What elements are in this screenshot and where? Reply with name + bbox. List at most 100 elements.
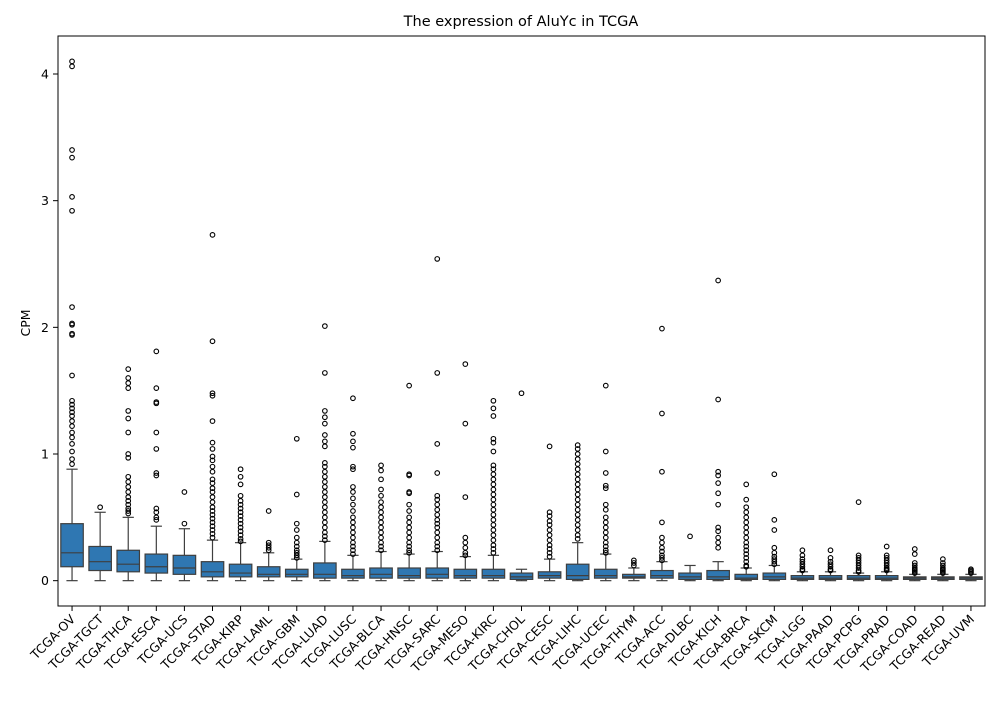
outlier-point: [125, 366, 132, 372]
outlier-point: [462, 552, 469, 559]
outlier-point: [434, 256, 441, 262]
outlier-point: [378, 467, 384, 474]
outlier-point: [968, 570, 974, 576]
outlier-point: [209, 508, 216, 514]
outlier-point: [659, 325, 665, 332]
outlier-point: [771, 527, 778, 533]
outlier-point: [69, 194, 75, 200]
outlier-point: [771, 544, 778, 551]
box-tcga-lusc: [341, 395, 365, 582]
outlier-point: [490, 501, 497, 508]
outlier-point: [322, 420, 328, 427]
box-tcga-hnsc: [397, 382, 421, 582]
outlier-point: [293, 539, 300, 546]
outlier-point: [490, 491, 497, 498]
outlier-point: [209, 418, 216, 424]
outlier-point: [209, 494, 216, 500]
y-tick-label: 2: [41, 320, 49, 335]
outlier-point: [715, 528, 721, 535]
outlier-point: [546, 527, 553, 533]
outlier-point: [350, 529, 356, 536]
outlier-point: [350, 466, 356, 473]
outlier-point: [743, 539, 750, 546]
outlier-point: [490, 537, 497, 543]
outlier-point: [855, 565, 862, 571]
outlier-point: [378, 514, 384, 521]
outlier-point: [406, 524, 412, 531]
iqr-box: [425, 567, 450, 579]
outlier-point: [322, 537, 328, 543]
outlier-point: [771, 561, 778, 568]
outlier-point: [350, 395, 356, 402]
outlier-point: [602, 543, 609, 550]
outlier-point: [771, 558, 778, 565]
outlier-point: [378, 476, 384, 483]
outlier-point: [209, 392, 216, 399]
y-tick-label: 1: [41, 447, 49, 462]
y-axis-label: CPM: [18, 309, 33, 336]
outlier-point: [743, 529, 750, 536]
outlier-point: [602, 549, 609, 556]
outlier-point: [631, 560, 637, 566]
outlier-point: [406, 529, 412, 536]
outlier-point: [378, 539, 384, 546]
outlier-point: [406, 508, 412, 514]
outlier-point: [490, 549, 497, 556]
outlier-point: [322, 519, 328, 526]
box-tcga-ov: [60, 58, 84, 582]
outlier-point: [743, 524, 750, 531]
outlier-point: [827, 555, 834, 561]
outlier-point: [153, 514, 160, 521]
chart-title: The expression of AluYc in TCGA: [403, 14, 639, 30]
iqr-box: [678, 572, 702, 580]
outlier-point: [350, 543, 356, 550]
outlier-point: [350, 484, 356, 490]
iqr-box: [284, 568, 309, 578]
y-tick-label: 3: [41, 193, 49, 208]
outlier-point: [659, 519, 665, 526]
outlier-point: [771, 549, 778, 556]
outlier-point: [911, 570, 918, 576]
outlier-point: [715, 534, 721, 541]
y-tick-label: 0: [41, 573, 49, 588]
outlier-point: [237, 509, 244, 516]
outlier-point: [153, 400, 160, 407]
outlier-point: [574, 466, 581, 473]
outlier-point: [406, 490, 412, 497]
outlier-point: [911, 546, 918, 552]
outlier-point: [125, 498, 132, 504]
outlier-point: [462, 539, 469, 546]
outlier-point: [687, 533, 693, 540]
outlier-point: [237, 513, 244, 519]
outlier-point: [322, 473, 328, 480]
outlier-point: [209, 485, 216, 492]
outlier-point: [293, 527, 300, 533]
outlier-point: [378, 547, 384, 554]
outlier-point: [209, 534, 216, 541]
outlier-point: [125, 494, 132, 500]
iqr-box: [706, 569, 730, 580]
outlier-point: [69, 207, 75, 214]
outlier-point: [490, 462, 497, 469]
outlier-point: [322, 489, 328, 495]
box-tcga-coad: [902, 546, 927, 582]
outlier-point: [574, 511, 581, 518]
boxes-group: [60, 58, 983, 582]
outlier-point: [462, 549, 469, 556]
outlier-point: [125, 385, 132, 391]
outlier-point: [125, 375, 132, 381]
outlier-point: [546, 518, 553, 524]
outlier-point: [69, 147, 75, 153]
box-tcga-thca: [116, 366, 141, 582]
box-tcga-skcm: [762, 471, 787, 582]
outlier-point: [378, 492, 384, 499]
outlier-point: [378, 534, 384, 541]
outlier-point: [827, 563, 834, 570]
outlier-point: [350, 514, 356, 521]
box-tcga-prad: [874, 543, 899, 582]
outlier-point: [293, 435, 300, 442]
outlier-point: [602, 382, 609, 389]
outlier-point: [322, 432, 328, 438]
